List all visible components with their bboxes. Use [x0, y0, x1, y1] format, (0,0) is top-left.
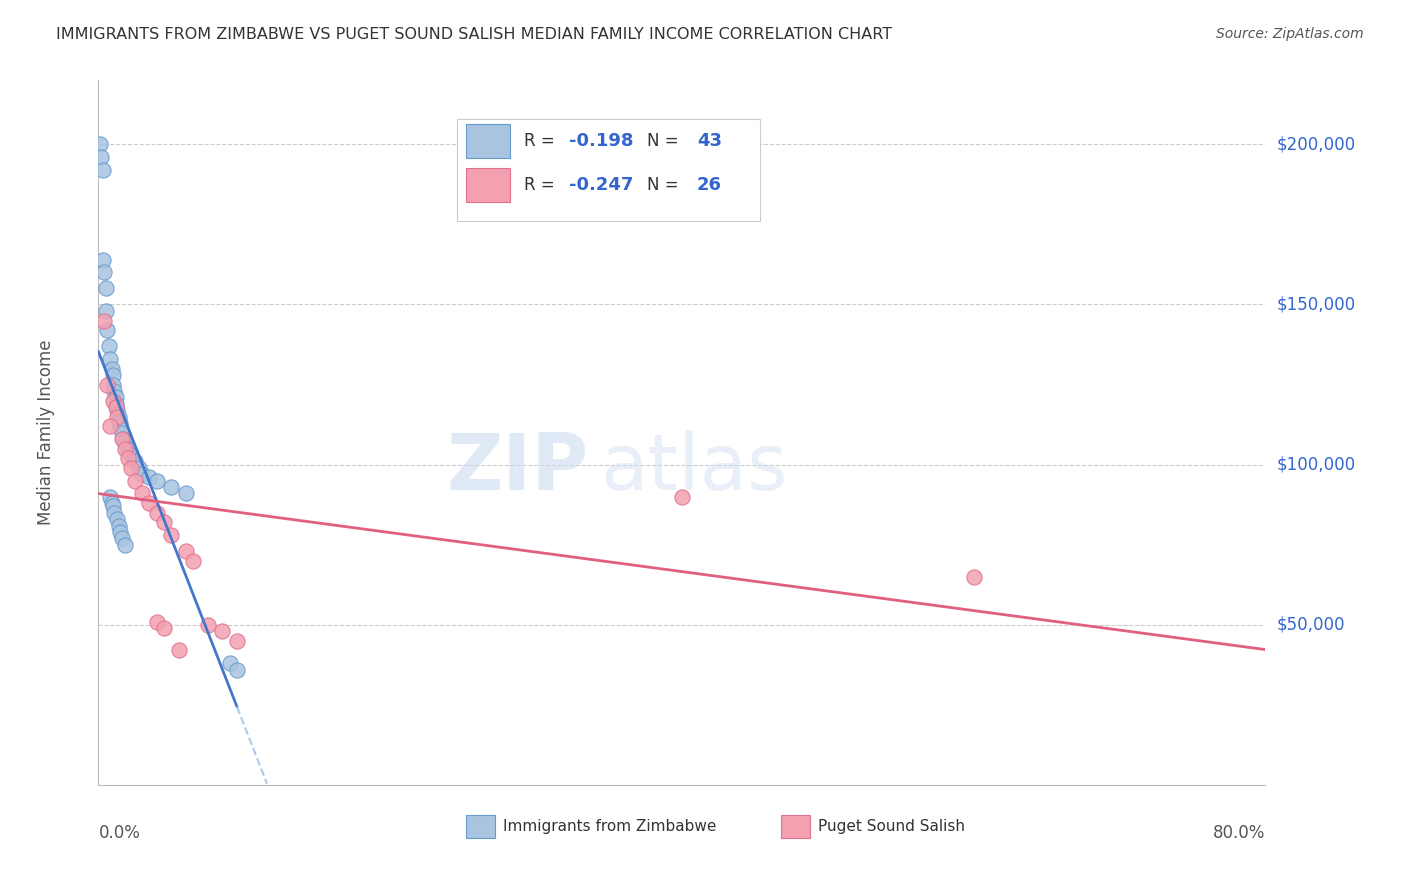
Point: [120, 460, 142, 475]
Text: Puget Sound Salish: Puget Sound Salish: [818, 819, 966, 834]
Text: R =: R =: [524, 132, 561, 150]
Point: [110, 416, 132, 430]
Point: [94, 304, 117, 318]
Point: [120, 448, 142, 462]
Point: [146, 506, 169, 520]
Point: [98, 490, 121, 504]
Text: N =: N =: [647, 177, 683, 194]
Point: [90, 150, 112, 164]
Point: [114, 538, 136, 552]
Point: [131, 467, 153, 482]
Point: [103, 384, 125, 398]
Bar: [465, 169, 510, 202]
Point: [111, 432, 134, 446]
Text: Source: ZipAtlas.com: Source: ZipAtlas.com: [1216, 27, 1364, 41]
Point: [114, 435, 136, 450]
Point: [160, 528, 183, 542]
Text: 43: 43: [697, 132, 723, 150]
Text: $150,000: $150,000: [1277, 295, 1355, 313]
Point: [104, 391, 127, 405]
Text: R =: R =: [524, 177, 561, 194]
Point: [110, 524, 132, 539]
Point: [146, 474, 169, 488]
Point: [117, 451, 139, 466]
Point: [124, 474, 146, 488]
Point: [108, 518, 131, 533]
Point: [153, 516, 176, 530]
Point: [153, 621, 176, 635]
Text: $50,000: $50,000: [1277, 615, 1346, 634]
Point: [160, 480, 183, 494]
Point: [167, 643, 190, 657]
Point: [181, 554, 204, 568]
Point: [105, 409, 128, 424]
Text: Immigrants from Zimbabwe: Immigrants from Zimbabwe: [503, 819, 717, 834]
Point: [103, 506, 125, 520]
Point: [111, 532, 134, 546]
Text: 80.0%: 80.0%: [1213, 823, 1265, 842]
Point: [91, 163, 114, 178]
Point: [226, 633, 249, 648]
Point: [138, 496, 160, 510]
Point: [226, 663, 249, 677]
Text: 26: 26: [697, 177, 723, 194]
Point: [97, 339, 120, 353]
Point: [174, 544, 197, 558]
Point: [131, 486, 153, 500]
Text: Median Family Income: Median Family Income: [37, 340, 55, 525]
Text: $200,000: $200,000: [1277, 136, 1355, 153]
Point: [93, 313, 115, 327]
Point: [671, 490, 693, 504]
Point: [114, 442, 136, 456]
Text: ZIP: ZIP: [446, 430, 589, 506]
Point: [104, 397, 127, 411]
Point: [98, 419, 121, 434]
Text: IMMIGRANTS FROM ZIMBABWE VS PUGET SOUND SALISH MEDIAN FAMILY INCOME CORRELATION : IMMIGRANTS FROM ZIMBABWE VS PUGET SOUND …: [56, 27, 893, 42]
Bar: [782, 815, 810, 838]
Bar: [465, 815, 495, 838]
Point: [174, 486, 197, 500]
Text: -0.247: -0.247: [568, 177, 633, 194]
Point: [218, 657, 240, 671]
Point: [101, 500, 124, 514]
Point: [117, 442, 139, 456]
Point: [104, 400, 127, 414]
Text: $100,000: $100,000: [1277, 456, 1355, 474]
Bar: [465, 124, 510, 158]
Point: [101, 377, 124, 392]
Point: [98, 351, 121, 366]
Point: [197, 617, 219, 632]
Point: [100, 361, 122, 376]
Point: [108, 409, 131, 424]
Point: [146, 615, 169, 629]
Point: [101, 368, 124, 382]
Point: [100, 496, 122, 510]
Point: [124, 454, 146, 468]
Point: [138, 470, 160, 484]
Point: [93, 265, 115, 279]
Point: [105, 403, 128, 417]
Point: [128, 460, 150, 475]
FancyBboxPatch shape: [457, 119, 761, 221]
Point: [105, 512, 128, 526]
Point: [94, 281, 117, 295]
Text: -0.198: -0.198: [568, 132, 633, 150]
Point: [101, 393, 124, 408]
Point: [111, 425, 134, 440]
Point: [96, 323, 118, 337]
Text: 0.0%: 0.0%: [98, 823, 141, 842]
Point: [211, 624, 233, 639]
Point: [110, 419, 132, 434]
Point: [962, 570, 984, 584]
Point: [112, 432, 135, 446]
Text: N =: N =: [647, 132, 683, 150]
Point: [89, 137, 111, 152]
Point: [96, 377, 118, 392]
Text: atlas: atlas: [600, 430, 787, 506]
Point: [91, 252, 114, 267]
